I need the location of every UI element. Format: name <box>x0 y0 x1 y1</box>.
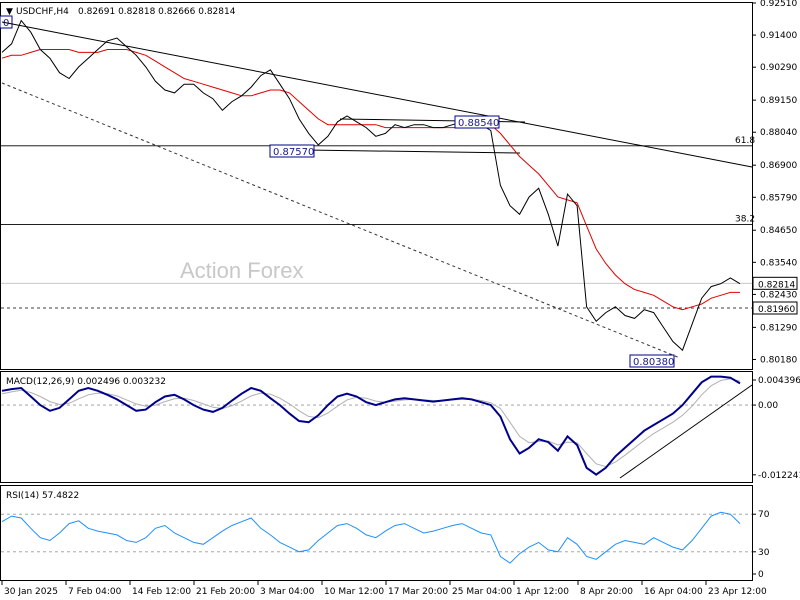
macd-tick-label-0: 0.004396 <box>758 376 800 386</box>
price-tick-label-0: 0.92510 <box>760 0 797 9</box>
left-marker-box <box>0 15 13 29</box>
fib-label-0: 61.8 <box>735 136 755 146</box>
annotation-label-0: 0.87570 <box>273 147 314 158</box>
price-series-group <box>1 19 741 352</box>
macd-title: MACD(12,26,9) 0.002496 0.003232 <box>6 377 166 387</box>
macd-tick-label-1: 0.00 <box>758 401 778 411</box>
macd-tick-label-2: -0.012241 <box>758 471 800 481</box>
moving-average-line <box>1 49 740 311</box>
rsi-title: RSI(14) 57.4822 <box>6 491 79 501</box>
price-tick-label-2: 0.90290 <box>760 63 797 73</box>
x-tick-label-5: 10 Mar 12:00 <box>324 587 384 597</box>
price-tick-label-3: 0.89150 <box>760 96 797 106</box>
price-tick-label-9: 0.82430 <box>760 290 797 300</box>
annotation-box-0 <box>269 144 315 158</box>
price-tick-label-5: 0.86900 <box>760 161 797 171</box>
x-tick-label-6: 17 Mar 20:00 <box>388 587 448 597</box>
x-tick-label-9: 8 Apr 20:00 <box>580 587 633 597</box>
price-tick-label-10: 0.81290 <box>760 323 797 333</box>
price-tick-label-1: 0.91400 <box>760 31 797 41</box>
support-price-label: 0.81960 <box>758 305 795 315</box>
symbol-label: USDCHF,H4 <box>16 7 69 17</box>
lower-channel-line <box>1 82 681 359</box>
x-tick-label-1: 7 Feb 04:00 <box>68 587 122 597</box>
price-static-lines: 61.8 38.2 <box>1 21 755 359</box>
price-tick-label-11: 0.80180 <box>760 355 797 365</box>
x-tick-label-2: 14 Feb 12:00 <box>132 587 191 597</box>
price-tick-label-4: 0.88040 <box>760 128 797 138</box>
x-tick-label-7: 25 Mar 04:00 <box>452 587 512 597</box>
x-tick-label-10: 16 Apr 04:00 <box>644 587 703 597</box>
rsi-tick-label-2: 0 <box>758 570 764 580</box>
range-bottom-line <box>304 149 521 154</box>
ohlc-readout: 0.82691 0.82818 0.82666 0.82814 <box>78 7 236 17</box>
left-marker-label: 0 <box>3 18 9 29</box>
rsi-axis: 70 30 0 <box>752 510 770 580</box>
rsi-panel-frame <box>0 485 753 581</box>
rsi-line <box>1 511 741 564</box>
macd-signal-line <box>1 378 741 468</box>
fib-label-1: 38.2 <box>735 214 755 224</box>
x-tick-label-11: 23 Apr 12:00 <box>708 587 767 597</box>
descending-trendline <box>1 21 753 168</box>
annotation-label-2: 0.80380 <box>633 357 674 368</box>
macd-panel-frame <box>0 371 753 483</box>
dropdown-triangle-icon[interactable]: ▼ <box>6 7 13 17</box>
x-tick-label-0: 30 Jan 2025 <box>4 587 58 597</box>
x-tick-label-8: 1 Apr 12:00 <box>516 587 569 597</box>
price-tick-label-6: 0.85790 <box>760 193 797 203</box>
support-price-box <box>752 301 798 315</box>
macd-trendline <box>619 384 753 479</box>
price-tick-label-7: 0.84650 <box>760 226 797 236</box>
rsi-series-group <box>1 511 752 564</box>
annotation-label-1: 0.88540 <box>458 118 499 129</box>
annotation-box-1 <box>454 115 500 129</box>
price-panel-frame <box>0 2 753 370</box>
price-line <box>1 19 741 352</box>
price-annotations: 0.87570 0.88540 0.80380 <box>269 115 675 368</box>
macd-axis: 0.004396 0.00 -0.012241 <box>752 376 800 481</box>
rsi-tick-label-1: 30 <box>758 548 770 558</box>
current-price-box <box>752 276 798 290</box>
x-tick-label-3: 21 Feb 20:00 <box>196 587 255 597</box>
rsi-tick-label-0: 70 <box>758 510 770 520</box>
annotation-box-2 <box>629 354 675 368</box>
current-price-label: 0.82814 <box>758 280 795 290</box>
x-axis: 30 Jan 2025 7 Feb 04:00 14 Feb 12:00 21 Feb… <box>1 581 767 597</box>
macd-line <box>1 375 741 476</box>
macd-series-group <box>1 375 753 479</box>
price-axis: 0.92510 0.91400 0.90290 0.89150 0.88040 0.869… <box>752 0 798 365</box>
x-tick-label-4: 3 Mar 04:00 <box>260 587 315 597</box>
price-tick-label-8: 0.83540 <box>760 258 797 268</box>
watermark: Action Forex <box>180 258 304 283</box>
